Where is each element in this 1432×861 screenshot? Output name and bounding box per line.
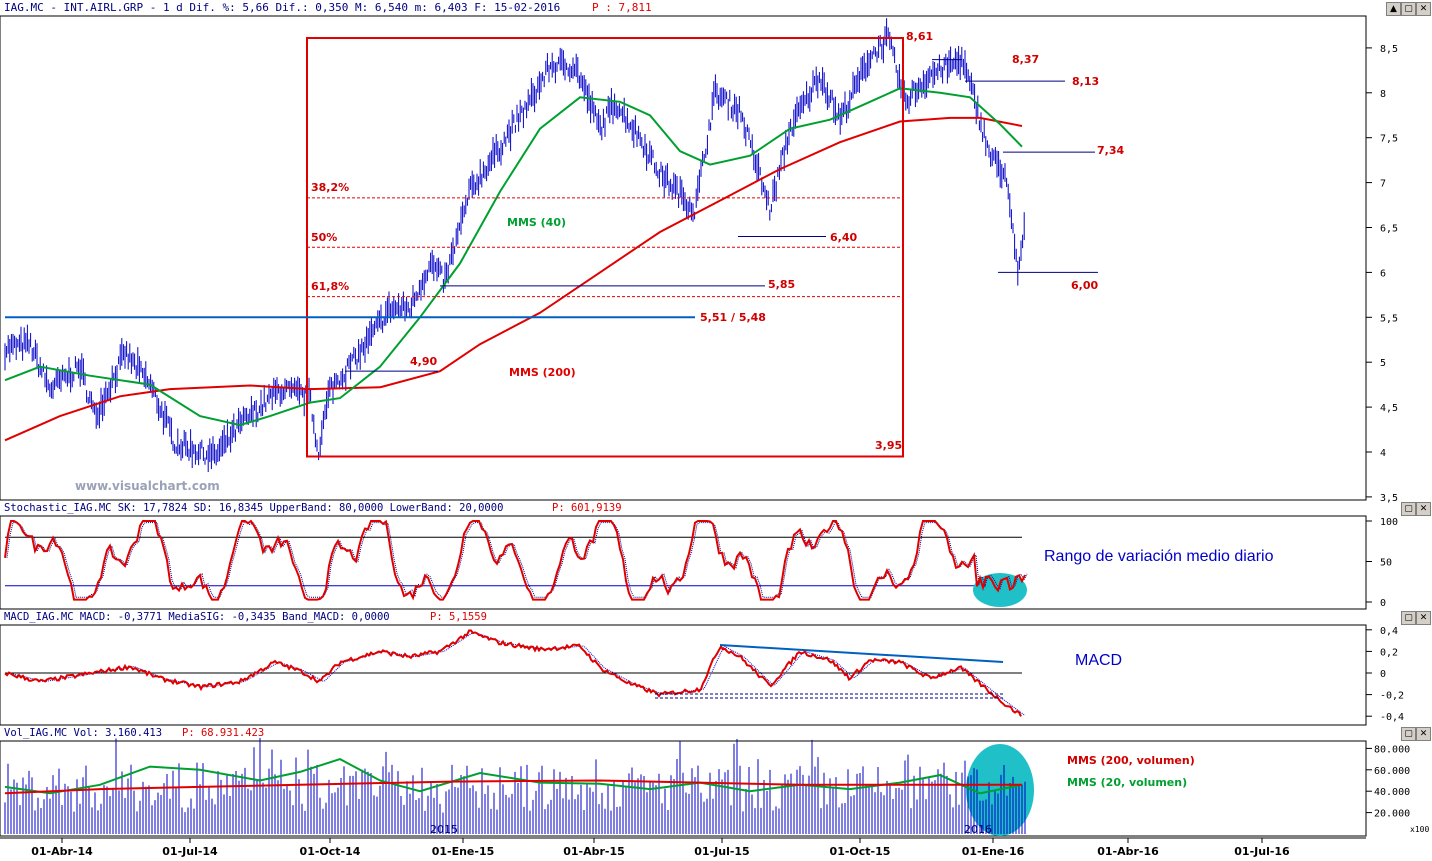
price-tick-label: 3,5 <box>1380 493 1398 504</box>
date-label: 01-Ene-15 <box>432 845 495 857</box>
date-label: 01-Jul-16 <box>1234 845 1290 857</box>
level-label-585: 5,85 <box>768 278 795 291</box>
date-label: 01-Ene-16 <box>962 845 1025 857</box>
price-tick-label: 5,5 <box>1380 313 1398 324</box>
year-label-2016: 2016 <box>964 823 992 836</box>
macd-tick-label: 0,4 <box>1380 626 1398 637</box>
vol-mms20-label: MMS (20, volumen) <box>1067 776 1187 789</box>
price-panel <box>0 15 1367 501</box>
macd-tick-label: 0,2 <box>1380 647 1398 658</box>
level-label-low: 3,95 <box>875 439 902 452</box>
macd-restore-button[interactable]: ▢ <box>1401 611 1416 625</box>
date-label: 01-Abr-16 <box>1097 845 1159 857</box>
price-tick-label: 6,5 <box>1380 224 1398 235</box>
vol-title: Vol_IAG.MC Vol: 3.160.413 <box>4 727 163 739</box>
macd-trendline <box>719 644 1004 663</box>
level-label-813: 8,13 <box>1072 75 1099 88</box>
price-bars <box>4 18 1025 473</box>
chart-p-value: P : 7,811 <box>592 1 652 14</box>
level-label-551: 5,51 / 5,48 <box>700 311 766 324</box>
level-label-837: 8,37 <box>1012 53 1039 66</box>
date-label: 01-Oct-14 <box>300 845 361 857</box>
vol-tick-label: 20.000 <box>1374 809 1410 820</box>
date-label: 01-Oct-15 <box>830 845 891 857</box>
price-tick-label: 4,5 <box>1380 403 1398 414</box>
price-tick-label: 6 <box>1380 268 1386 279</box>
stoch-tick-label: 50 <box>1380 558 1392 569</box>
price-tick-label: 7 <box>1380 179 1386 190</box>
date-label: 01-Abr-14 <box>31 845 93 857</box>
date-label: 01-Jul-14 <box>162 845 218 857</box>
stoch-sd-line <box>6 521 1028 598</box>
vol-mms200-line <box>4 779 1022 795</box>
price-tick-label: 5 <box>1380 358 1386 369</box>
macd-tick-label: -0,2 <box>1380 691 1404 702</box>
macd-panel <box>0 624 1367 726</box>
macd-p-value: P: 5,1559 <box>430 611 487 623</box>
stoch-panel <box>0 515 1367 610</box>
vol-p-value: P: 68.931.423 <box>182 727 265 739</box>
year-label-2015: 2015 <box>430 823 458 836</box>
macd-close-button[interactable]: ✕ <box>1416 611 1431 625</box>
date-label: 01-Jul-15 <box>694 845 749 857</box>
stoch-highlight-ellipse <box>973 573 1027 607</box>
price-tick-label: 4 <box>1380 448 1386 459</box>
stoch-sk-line <box>4 519 1026 601</box>
price-tick-label: 7,5 <box>1380 134 1398 145</box>
macd-note: MACD <box>1075 652 1123 669</box>
mms40-label: MMS (40) <box>507 216 566 229</box>
price-tick-label: 8 <box>1380 89 1386 100</box>
mms200-label: MMS (200) <box>509 366 576 379</box>
macd-tick-label: 0 <box>1380 669 1386 680</box>
stoch-p-value: P: 601,9139 <box>552 502 622 514</box>
close-button[interactable]: ✕ <box>1416 2 1431 16</box>
vol-tick-label: 80.000 <box>1374 744 1410 755</box>
vol-tick-label: 40.000 <box>1374 787 1410 798</box>
fib-label-50: 50% <box>311 231 337 244</box>
price-tick-label: 8,5 <box>1380 44 1398 55</box>
vol-close-button[interactable]: ✕ <box>1416 727 1431 741</box>
stoch-note: Rango de variación medio diario <box>1044 548 1274 565</box>
fib-label-382: 38,2% <box>311 181 349 194</box>
stoch-close-button[interactable]: ✕ <box>1416 502 1431 516</box>
level-label-high: 8,61 <box>906 30 933 43</box>
watermark: www.visualchart.com <box>75 479 220 493</box>
stoch-tick-label: 0 <box>1380 598 1386 609</box>
restore-button[interactable]: ▢ <box>1401 2 1416 16</box>
vol-unit-label: x100 <box>1410 825 1429 834</box>
macd-tick-label: -0,4 <box>1380 712 1404 723</box>
level-label-734: 7,34 <box>1097 144 1124 157</box>
minimize-button[interactable]: ▲ <box>1386 2 1401 16</box>
level-label-640: 6,40 <box>830 231 857 244</box>
vol-tick-label: 60.000 <box>1374 766 1410 777</box>
fib-label-618: 61,8% <box>311 280 349 293</box>
level-label-490: 4,90 <box>410 355 437 368</box>
mms40-line <box>4 87 1023 427</box>
date-label: 01-Abr-15 <box>563 845 625 857</box>
vol-restore-button[interactable]: ▢ <box>1401 727 1416 741</box>
macd-line <box>4 629 1022 717</box>
stoch-title: Stochastic_IAG.MC SK: 17,7824 SD: 16,834… <box>4 502 504 514</box>
mms200-line <box>4 116 1023 442</box>
vol-mms20-line <box>4 758 1023 795</box>
vol-mms200-label: MMS (200, volumen) <box>1067 754 1195 767</box>
macd-title: MACD_IAG.MC MACD: -0,3771 MediaSIG: -0,3… <box>4 611 390 623</box>
stoch-restore-button[interactable]: ▢ <box>1401 502 1416 516</box>
level-label-600: 6,00 <box>1071 279 1098 292</box>
chart-title: IAG.MC - INT.AIRL.GRP - 1 d Dif. %: 5,66… <box>4 1 561 14</box>
stoch-tick-label: 100 <box>1380 517 1398 528</box>
